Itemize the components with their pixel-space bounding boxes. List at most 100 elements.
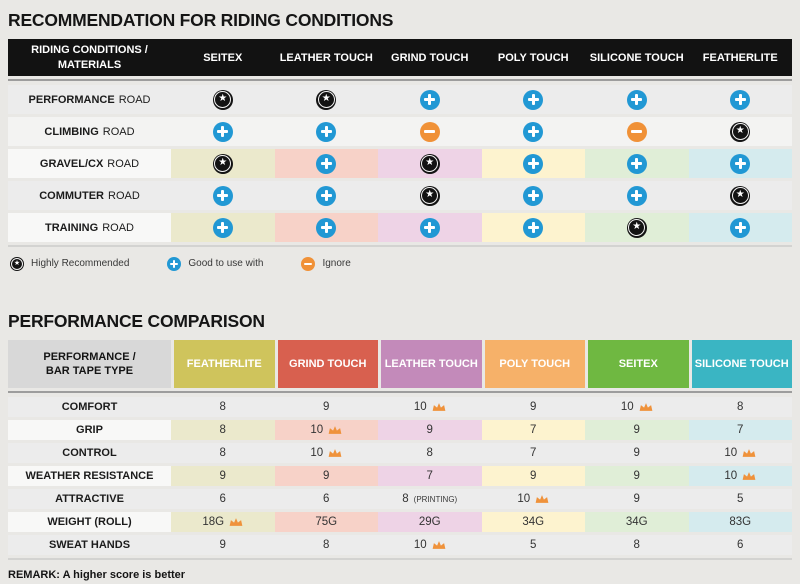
riding-row-label-suffix: ROAD [102, 125, 135, 138]
performance-cell: 8 [171, 397, 275, 417]
crown-icon [432, 540, 446, 550]
plus-icon [523, 153, 544, 174]
riding-cell [378, 149, 482, 178]
score-value: 9 [219, 539, 226, 551]
riding-table-header: RIDING CONDITIONS / MATERIALS SEITEX LEATH… [8, 39, 792, 76]
table-bottom-line [8, 558, 792, 560]
riding-row-label-suffix: ROAD [102, 221, 134, 234]
score-value: 8 [219, 424, 226, 436]
score-value: 8 [402, 493, 409, 505]
minus-icon [626, 121, 647, 142]
performance-table-header: PERFORMANCE / BAR TAPE TYPE FEATHERLITE GR… [8, 340, 792, 388]
performance-cell: 9 [274, 397, 378, 417]
score-value: 6 [737, 539, 744, 551]
riding-cell [585, 181, 689, 210]
riding-column-header: SEITEX [203, 51, 243, 64]
performance-table-row: SWEAT HANDS 9 8 10 5 8 6 [8, 535, 792, 555]
score-value: 8 [737, 401, 744, 413]
riding-cell [378, 181, 482, 210]
plus-icon [730, 89, 751, 110]
plus-icon [523, 121, 544, 142]
score-value: 8 [219, 401, 226, 413]
score-value: 10 [620, 401, 634, 413]
riding-row-label-suffix: ROAD [107, 157, 140, 170]
riding-cell [481, 181, 585, 210]
riding-row-label-suffix: ROAD [108, 189, 140, 202]
crown-icon [328, 448, 342, 458]
score-value: 9 [530, 401, 537, 413]
score-value: 7 [530, 424, 537, 436]
star-icon [212, 153, 233, 174]
performance-cell: 9 [171, 535, 275, 555]
riding-column-header: GRIND TOUCH [391, 51, 469, 64]
plus-icon [626, 153, 647, 174]
performance-cell: 83G [688, 512, 792, 532]
crown-icon [229, 517, 243, 527]
performance-cell: 9 [481, 466, 585, 486]
performance-cell: 8 [688, 397, 792, 417]
riding-column-header: SILICONE TOUCH [589, 51, 684, 64]
performance-cell: 6 [274, 489, 378, 509]
performance-table-row: ATTRACTIVE 6 6 8 (PRINTING) 10 9 5 [8, 489, 792, 509]
riding-table-row: COMMUTER ROAD [8, 181, 792, 210]
score-value: 10 [413, 539, 427, 551]
riding-cell [688, 117, 792, 146]
plus-icon [316, 121, 337, 142]
riding-table-row: CLIMBING ROAD [8, 117, 792, 146]
riding-row-label: PERFORMANCE ROAD [8, 85, 171, 114]
plus-icon [212, 217, 233, 238]
plus-icon [316, 217, 337, 238]
score-value: 34G [522, 516, 545, 528]
performance-cell: 5 [688, 489, 792, 509]
plus-icon [316, 153, 337, 174]
table-bottom-line [8, 245, 792, 247]
riding-row-label-strong: COMMUTER [39, 189, 104, 202]
riding-cell [585, 117, 689, 146]
score-value: 9 [633, 470, 640, 482]
star-icon [730, 185, 751, 206]
performance-cell: 10 [481, 489, 585, 509]
plus-icon [167, 256, 182, 271]
score-value: 8 [323, 539, 330, 551]
performance-cell: 9 [481, 397, 585, 417]
plus-icon [419, 217, 440, 238]
plus-icon [626, 185, 647, 206]
performance-cell: 8 (PRINTING) [378, 489, 482, 509]
performance-row-label: WEATHER RESISTANCE [8, 466, 171, 486]
performance-row-label: CONTROL [8, 443, 171, 463]
plus-icon [316, 185, 337, 206]
score-value: 9 [633, 447, 640, 459]
minus-icon [301, 256, 316, 271]
performance-table-row: GRIP 8 10 9 7 9 7 [8, 420, 792, 440]
star-icon [626, 217, 647, 238]
riding-row-label: COMMUTER ROAD [8, 181, 171, 210]
performance-cell: 9 [378, 420, 482, 440]
riding-cell [171, 117, 275, 146]
performance-table: PERFORMANCE / BAR TAPE TYPE FEATHERLITE GR… [8, 340, 792, 560]
legend-label: Highly Recommended [31, 258, 130, 269]
crown-icon [639, 402, 653, 412]
riding-cell [585, 213, 689, 242]
score-value: 83G [729, 516, 752, 528]
crown-icon [742, 448, 756, 458]
riding-cell [274, 181, 378, 210]
performance-cell: 18G [171, 512, 275, 532]
plus-icon [212, 185, 233, 206]
crown-icon [742, 471, 756, 481]
star-icon [419, 185, 440, 206]
performance-cell: 75G [274, 512, 378, 532]
riding-cell [171, 85, 275, 114]
riding-cell [378, 213, 482, 242]
plus-icon [626, 89, 647, 110]
score-value: 34G [625, 516, 648, 528]
score-value: 8 [633, 539, 640, 551]
score-value: 8 [426, 447, 433, 459]
riding-cell [378, 85, 482, 114]
riding-conditions-table: RIDING CONDITIONS / MATERIALS SEITEX LEATH… [8, 39, 792, 247]
performance-cell: 9 [585, 443, 689, 463]
performance-cell: 7 [378, 466, 482, 486]
riding-row-label: CLIMBING ROAD [8, 117, 171, 146]
performance-column-header: FEATHERLITE [171, 340, 275, 388]
star-icon [730, 121, 751, 142]
legend-label: Good to use with [188, 258, 264, 269]
